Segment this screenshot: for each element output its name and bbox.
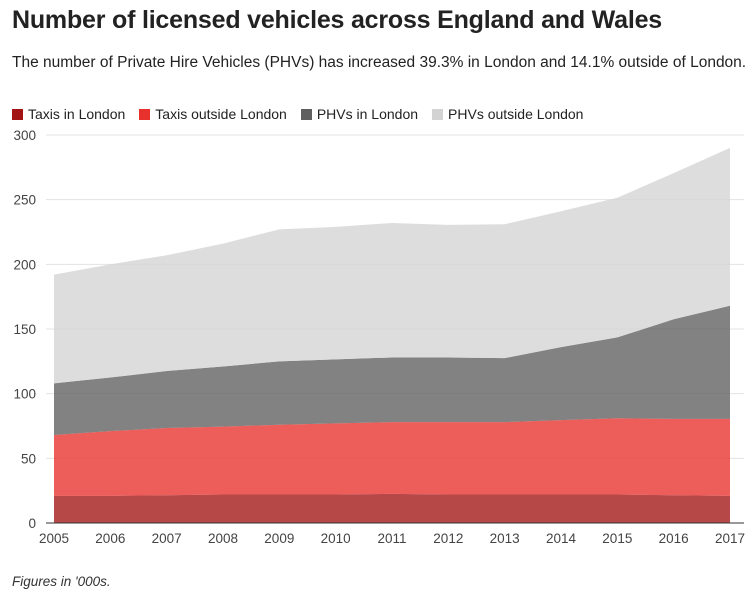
legend-swatch-taxis-london: [12, 108, 23, 120]
y-tick-label-200: 200: [13, 257, 36, 272]
legend-label-phvs-outside-london: PHVs outside London: [448, 106, 584, 122]
chart-title: Number of licensed vehicles across Engla…: [12, 6, 663, 34]
area-phvs-outside-london: [54, 147, 730, 384]
area-taxis-in-london: [54, 493, 730, 523]
x-tick-label-2010: 2010: [321, 531, 351, 546]
chart-footnote: Figures in '000s.: [12, 574, 111, 589]
legend-label-taxis-london: Taxis in London: [28, 106, 126, 122]
legend-swatch-taxis-outside-london: [139, 108, 151, 120]
y-tick-label-250: 250: [13, 193, 36, 208]
legend-swatch-phvs-london: [300, 108, 312, 120]
legend-label-taxis-outside-london: Taxis outside London: [155, 106, 287, 122]
x-tick-label-2016: 2016: [659, 531, 689, 546]
legend-item-taxis-london: Taxis in London: [12, 106, 125, 122]
x-tick-label-2017: 2017: [715, 531, 745, 546]
x-tick-label-2006: 2006: [95, 531, 125, 546]
y-tick-label-100: 100: [13, 387, 36, 402]
x-tick-label-2009: 2009: [264, 531, 294, 546]
legend-label-phvs-london: PHVs in London: [316, 106, 419, 122]
x-tick-label-2012: 2012: [433, 531, 463, 546]
area-taxis-outside-london: [54, 418, 730, 496]
legend-item-taxis-outside-london: Taxis outside London: [139, 106, 287, 122]
y-tick-label-300: 300: [13, 128, 36, 143]
chart-subtitle: The number of Private Hire Vehicles (PHV…: [12, 54, 747, 71]
chart-legend: Taxis in London Taxis outside London PHV…: [12, 106, 597, 122]
stacked-area-chart: 0 50 100 150 200 250 300 2005 2006 2007 2008 2009 20…: [13, 128, 745, 546]
legend-swatch-phvs-outside-london: [432, 108, 444, 120]
y-tick-label-50: 50: [21, 451, 36, 466]
x-tick-label-2015: 2015: [602, 531, 632, 546]
area-phvs-in-london: [54, 305, 730, 436]
x-tick-label-2011: 2011: [377, 531, 406, 546]
y-tick-label-150: 150: [13, 322, 36, 337]
legend-item-phvs-outside-london: PHVs outside London: [432, 106, 583, 122]
x-tick-label-2014: 2014: [546, 531, 577, 546]
x-tick-label-2007: 2007: [152, 531, 182, 546]
y-tick-label-0: 0: [28, 516, 36, 531]
legend-item-phvs-london: PHVs in London: [300, 106, 419, 122]
x-tick-label-2013: 2013: [490, 531, 520, 546]
x-tick-label-2008: 2008: [208, 531, 238, 546]
x-tick-label-2005: 2005: [39, 531, 69, 546]
